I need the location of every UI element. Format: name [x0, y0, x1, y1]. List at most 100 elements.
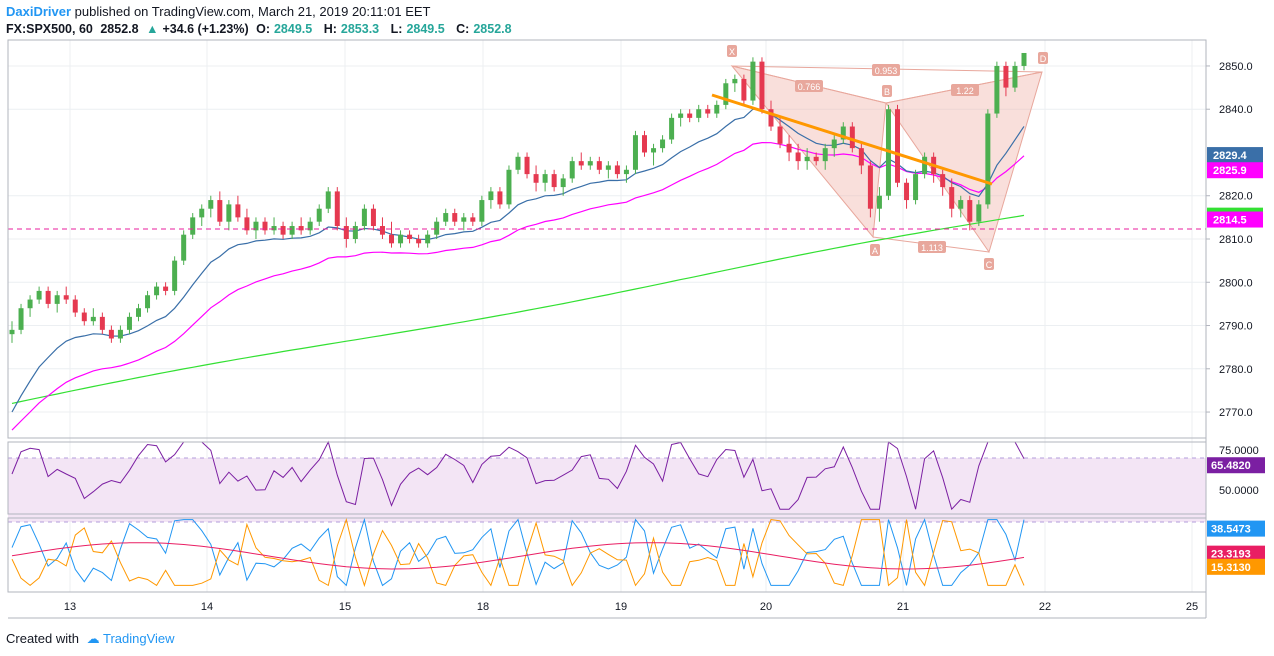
price-tag-bg [1207, 211, 1263, 228]
x-tick-label: 25 [1186, 601, 1198, 613]
candle-body [994, 65, 1000, 114]
candle-body [461, 217, 467, 222]
candle-body [361, 208, 367, 227]
adx-line [11, 542, 1025, 570]
candle-body [334, 191, 340, 227]
y-tick-label: 2800.0 [1219, 277, 1253, 289]
symbol-label: FX:SPX500, 60 [6, 22, 93, 36]
ma-green-line [11, 214, 1025, 404]
price-tag-1: 2825.9 [1213, 165, 1247, 177]
candle-body [642, 135, 647, 153]
candle-body [407, 234, 413, 239]
candle-body [18, 308, 24, 330]
candle-body [172, 260, 178, 291]
candle-body [831, 139, 837, 149]
candle-body [669, 117, 675, 140]
candle-body [876, 195, 882, 209]
candle-body [307, 221, 313, 231]
harmonic-point-b: B [884, 87, 890, 97]
close-value: 2852.8 [473, 22, 512, 36]
candle-body [1012, 65, 1018, 88]
x-tick-label: 15 [339, 601, 351, 613]
candle-body [660, 139, 666, 149]
y-tick-label: 2820.0 [1219, 191, 1253, 203]
harmonic-point-c: C [986, 260, 993, 270]
publish-line: DaxiDriver published on TradingView.com,… [6, 4, 430, 19]
trend-line [711, 93, 993, 186]
candle-body [587, 161, 593, 166]
adx-tag-bg [1207, 545, 1265, 562]
tradingview-logo[interactable]: ☁ TradingView [86, 631, 175, 646]
candle-body [27, 299, 33, 309]
candle-body [452, 213, 458, 222]
harmonic-point-bg [984, 258, 994, 270]
publish-info: published on TradingView.com, March 21, … [74, 4, 431, 19]
candle-body [470, 217, 476, 222]
candle-body [777, 126, 783, 144]
candle-body [72, 299, 78, 313]
candle-body [389, 234, 394, 244]
dmi-minus-tag: 15.3130 [1211, 562, 1251, 574]
x-tick-label: 20 [760, 601, 772, 613]
candle-body [750, 61, 756, 101]
candle-body [858, 148, 864, 166]
candle-body [895, 109, 900, 183]
candle-body [696, 109, 702, 118]
x-tick-label: 22 [1039, 601, 1051, 613]
created-with-label: Created with [6, 631, 79, 646]
candle-body [181, 234, 187, 261]
candle-body [45, 290, 51, 304]
candle-body [154, 286, 160, 296]
candle-body [542, 174, 548, 183]
harmonic-point-bg [727, 45, 737, 57]
harmonic-point-d: D [1040, 54, 1047, 64]
candle-body [126, 316, 132, 330]
footer: Created with ☁ TradingView [6, 631, 175, 647]
price-tag-0: 2829.4 [1213, 150, 1248, 162]
high-value: 2853.3 [340, 22, 380, 36]
x-tick-label: 21 [897, 601, 909, 613]
candle-body [352, 226, 358, 239]
harmonic-point-a: A [872, 246, 878, 256]
candle-body [804, 156, 810, 162]
moving-averages [11, 108, 1025, 431]
candle-body [443, 213, 449, 222]
up-arrow-icon: ▲ [146, 22, 159, 36]
candle-body [614, 165, 620, 175]
candle-body [36, 290, 42, 300]
candle-body [904, 182, 910, 201]
ratio-xd: 0.953 [875, 66, 898, 76]
candle-body [497, 191, 503, 205]
author-link[interactable]: DaxiDriver [6, 4, 72, 19]
candle-body [1021, 52, 1027, 66]
harmonic-point-bg [870, 244, 880, 256]
ratio-bd: 1.22 [956, 86, 974, 96]
candle-body [651, 148, 657, 153]
candle-body [822, 148, 828, 162]
candle-body [163, 286, 169, 291]
candle-body [813, 156, 819, 162]
ratio-bg [918, 241, 946, 253]
open-label: O: [256, 22, 270, 36]
candle-body [1003, 65, 1009, 88]
candle-body [325, 191, 331, 209]
candle-body [605, 165, 611, 170]
candle-body [316, 208, 322, 222]
ohlc-legend: FX:SPX500, 60 2852.8 ▲ +34.6 (+1.23%) O: 2… [6, 22, 520, 36]
candle-body [298, 226, 304, 231]
rsi-band [8, 458, 1206, 522]
rsi-tag-bg [1207, 457, 1265, 474]
candle-body [434, 221, 440, 235]
dmi-plus-tag-bg [1207, 520, 1265, 537]
candle-body [208, 200, 214, 209]
candle-body [370, 208, 376, 227]
candle-body [262, 221, 268, 231]
low-label: L: [390, 22, 403, 36]
candle-body [9, 329, 15, 335]
rsi-pane: 65.4820 [8, 440, 1265, 523]
open-value: 2849.5 [273, 22, 313, 36]
brand-label: TradingView [103, 631, 175, 646]
candle-body [768, 109, 774, 127]
candle-body [840, 126, 846, 140]
